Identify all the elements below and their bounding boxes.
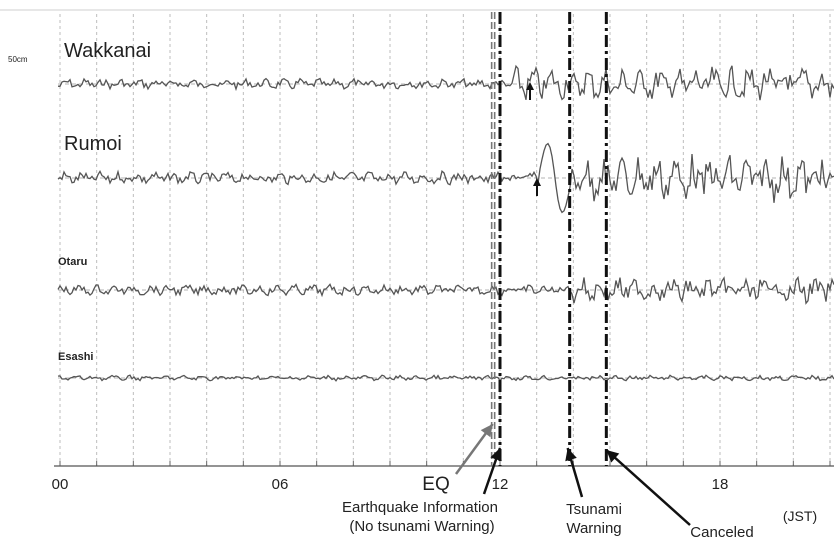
grid [0,9,834,467]
event-label-eq-info-line2: (No tsunami Warning) [349,518,494,535]
event-label-eq-info-line1: Earthquake Information [342,499,498,516]
trace-rumoi [57,142,834,214]
trace-otaru [57,275,834,305]
x-tick-label-18: 18 [712,476,729,493]
station-label-otaru: Otaru [58,256,87,268]
labels: 00 06 12 18 (JST) 50cm Wakkanai Rumoi Otaru Esash… [8,40,817,540]
x-tick-label-12: 12 [492,476,509,493]
station-label-rumoi: Rumoi [64,133,122,155]
station-label-wakkanai: Wakkanai [64,40,151,62]
x-tick-label-06: 06 [272,476,289,493]
event-label-canceled: Canceled [690,524,753,540]
onset-arrow-head-0 [526,82,534,90]
arrow-canceled-head [606,450,620,463]
traces [57,64,834,382]
station-label-esashi: Esashi [58,351,93,363]
x-unit-label: (JST) [783,508,817,524]
x-tick-label-00: 00 [52,476,69,493]
event-label-tsunami-line1: Tsunami [566,501,622,518]
arrow-eq-head [480,424,493,438]
arrow-tsunami-warning-head [565,448,577,462]
trace-wakkanai [57,64,834,101]
event-label-tsunami-line2: Warning [566,520,621,537]
event-lines [454,12,691,526]
onset-arrow-head-1 [533,178,541,186]
trace-esashi [57,374,834,382]
arrow-eq-info-head [490,448,502,462]
scale-label: 50cm [8,55,28,64]
arrow-canceled-shaft [605,449,691,526]
event-label-eq: EQ [422,474,449,495]
